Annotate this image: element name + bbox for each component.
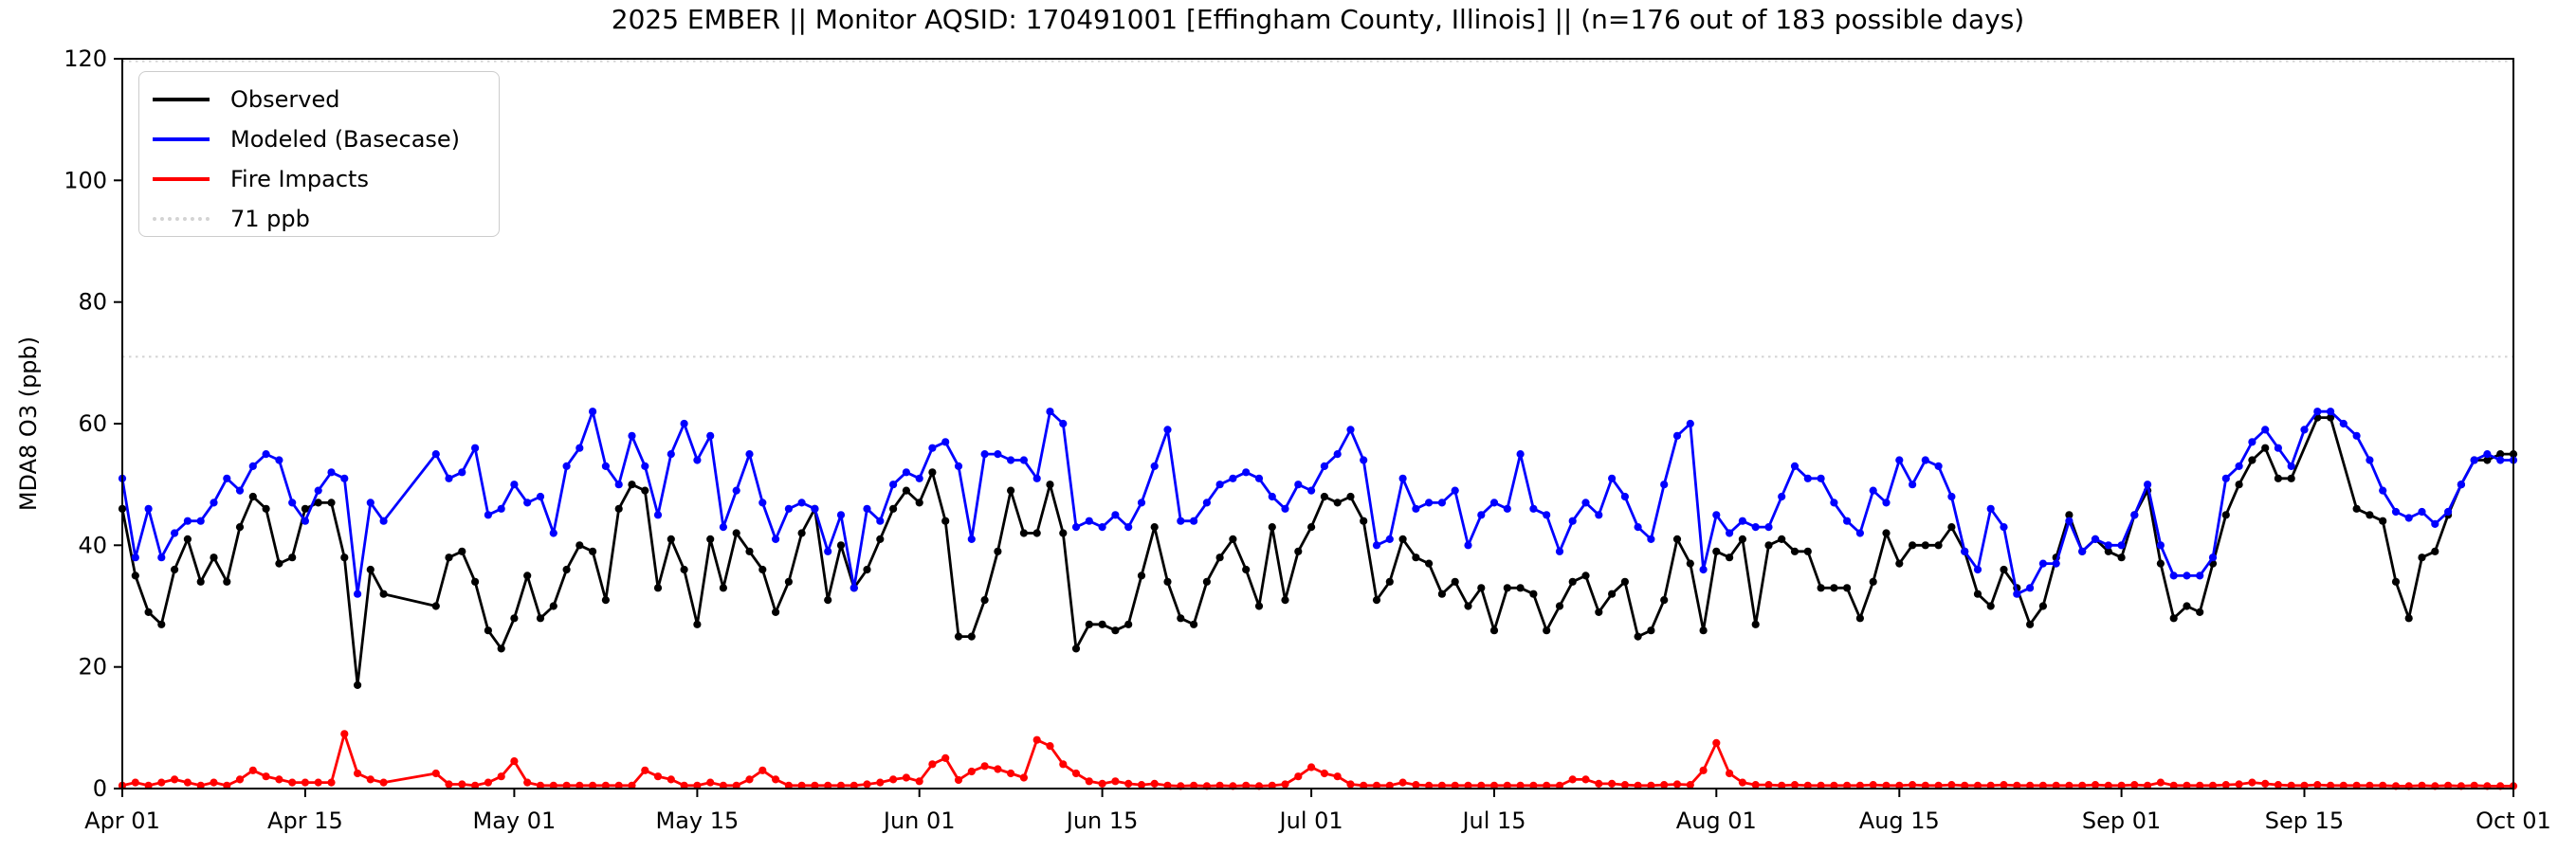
series-line-0 <box>120 416 2515 687</box>
legend-item-threshold: 71 ppb <box>153 199 499 239</box>
svg-text:Aug 15: Aug 15 <box>1859 808 1940 834</box>
legend-item-fire: Fire Impacts <box>153 159 499 199</box>
series-markers-1 <box>118 408 2518 598</box>
legend-label-modeled: Modeled (Basecase) <box>230 126 461 153</box>
svg-text:100: 100 <box>64 167 107 193</box>
svg-text:80: 80 <box>78 289 107 316</box>
svg-text:60: 60 <box>78 410 107 437</box>
svg-text:Sep 15: Sep 15 <box>2265 808 2344 834</box>
series-line-2 <box>120 732 2515 788</box>
legend-item-modeled: Modeled (Basecase) <box>153 119 499 159</box>
svg-text:Sep 01: Sep 01 <box>2082 808 2161 834</box>
legend-label-threshold: 71 ppb <box>230 206 310 232</box>
svg-text:20: 20 <box>78 654 107 681</box>
svg-text:Oct 01: Oct 01 <box>2476 808 2551 834</box>
threshold-dotted-line-icon <box>153 217 210 221</box>
series-line-1 <box>120 409 2515 596</box>
fire-line-icon <box>153 177 210 181</box>
svg-text:May 01: May 01 <box>473 808 557 834</box>
svg-text:Apr 15: Apr 15 <box>267 808 343 834</box>
svg-text:Jul 15: Jul 15 <box>1460 808 1526 834</box>
legend-label-observed: Observed <box>230 86 340 113</box>
svg-text:Jun 01: Jun 01 <box>882 808 956 834</box>
modeled-line-icon <box>153 137 210 141</box>
svg-text:40: 40 <box>78 532 107 558</box>
legend: Observed Modeled (Basecase) Fire Impacts… <box>138 71 500 237</box>
observed-line-icon <box>153 98 210 101</box>
svg-text:Apr 01: Apr 01 <box>84 808 160 834</box>
y-axis-ticks: 0 20 40 60 80 100 120 <box>64 45 122 802</box>
series-markers-2 <box>118 730 2518 790</box>
svg-text:Jun 15: Jun 15 <box>1065 808 1139 834</box>
legend-item-observed: Observed <box>153 80 499 119</box>
svg-text:120: 120 <box>64 45 107 72</box>
x-axis-ticks: Apr 01 Apr 15 May 01 May 15 Jun 01 Jun 15 Jul … <box>84 789 2551 834</box>
svg-text:0: 0 <box>93 775 107 802</box>
svg-text:May 15: May 15 <box>656 808 740 834</box>
svg-text:Jul 01: Jul 01 <box>1278 808 1343 834</box>
svg-text:Aug 01: Aug 01 <box>1676 808 1757 834</box>
chart-title: 2025 EMBER || Monitor AQSID: 170491001 [… <box>611 4 2025 35</box>
legend-label-fire: Fire Impacts <box>230 166 369 192</box>
